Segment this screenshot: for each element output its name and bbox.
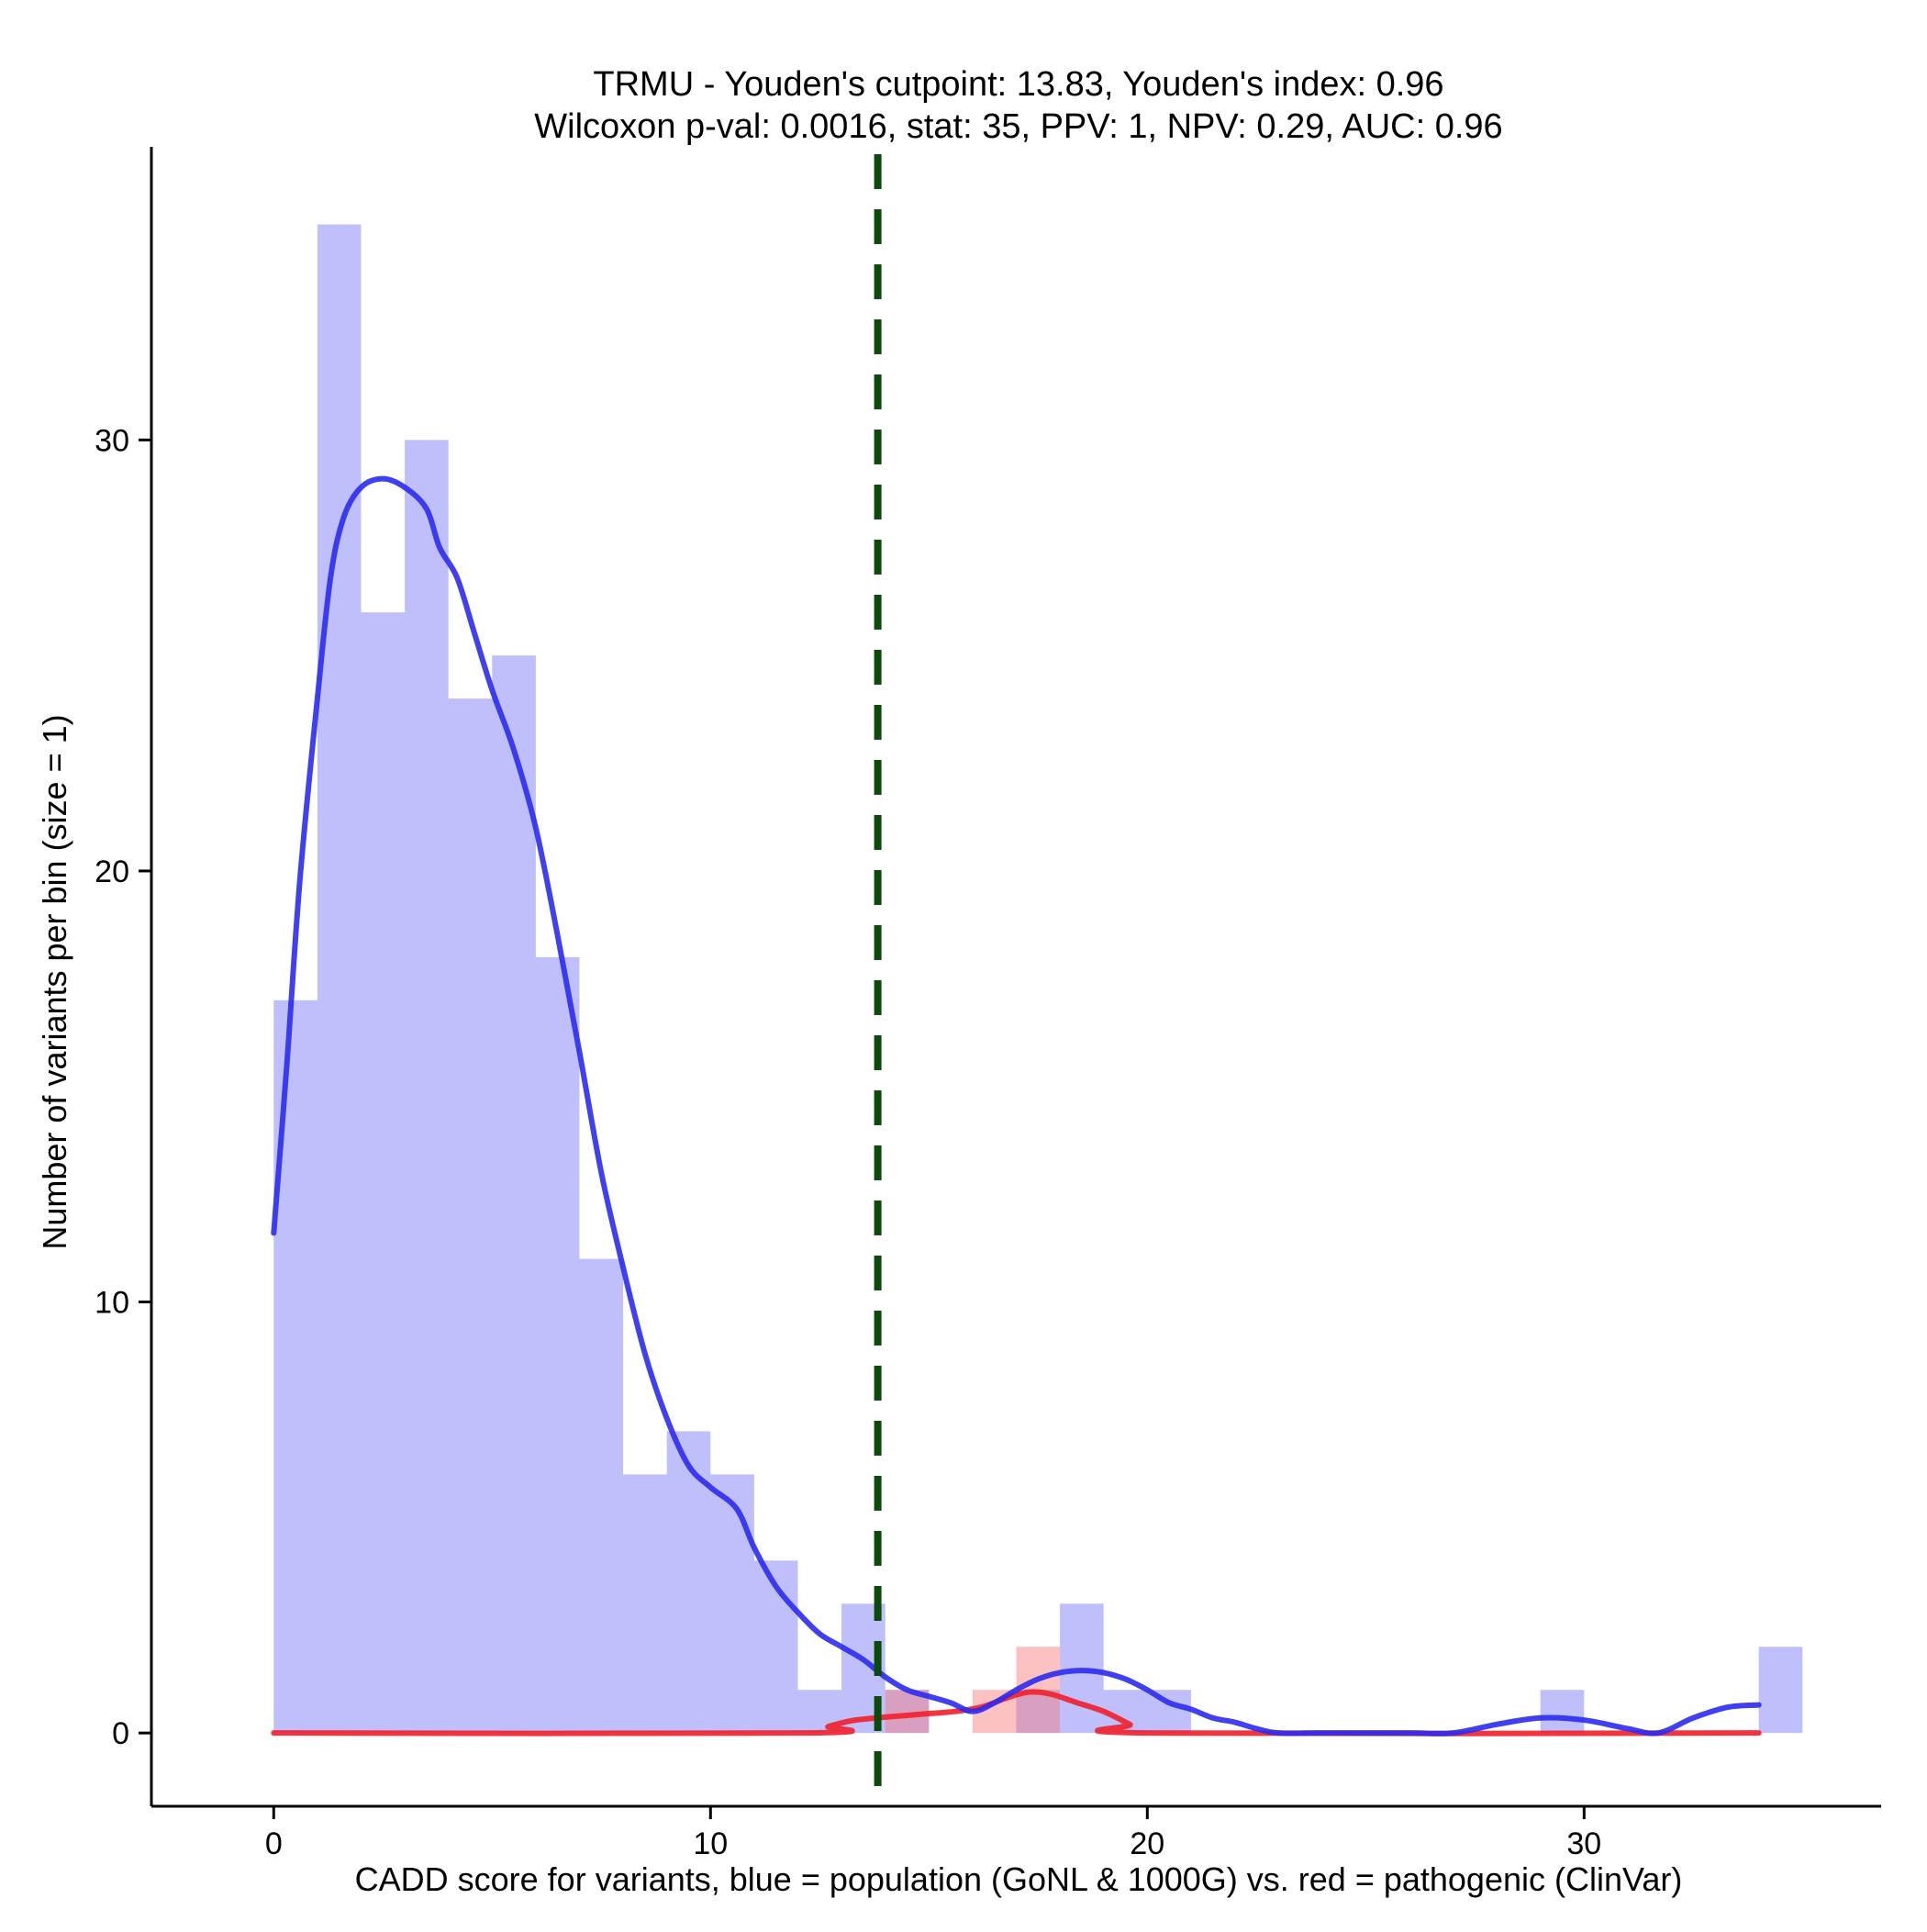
x-tick-label: 10: [693, 1826, 728, 1861]
x-axis-title: CADD score for variants, blue = populati…: [355, 1860, 1683, 1898]
population-bar: [1758, 1647, 1803, 1734]
axes: 0 10 20 30 0 10 20 30: [95, 147, 1881, 1861]
population-bar: [579, 1258, 624, 1734]
population-bar: [317, 224, 362, 1734]
y-tick-label: 30: [95, 423, 129, 458]
density-curves: [271, 475, 1762, 1737]
y-tick-label: 0: [112, 1716, 129, 1751]
x-axis-ticks: 0 10 20 30: [265, 1806, 1601, 1861]
population-bar: [666, 1431, 711, 1734]
y-axis-ticks: 0 10 20 30: [95, 423, 151, 1751]
chart-title-line-1: TRMU - Youden's cutpoint: 13.83, Youden'…: [593, 65, 1443, 104]
population-bar: [361, 612, 406, 1734]
x-tick-label: 20: [1130, 1826, 1164, 1861]
x-tick-label: 0: [265, 1826, 283, 1861]
population-bar: [710, 1474, 754, 1734]
y-tick-label: 10: [95, 1286, 129, 1321]
population-bar: [623, 1474, 667, 1734]
y-axis-title: Number of variants per bin (size = 1): [36, 714, 73, 1249]
chart-title-line-2: Wilcoxon p-val: 0.0016, stat: 35, PPV: 1…: [534, 107, 1502, 146]
x-tick-label: 30: [1566, 1826, 1601, 1861]
y-tick-label: 20: [95, 854, 129, 889]
population-bar: [405, 440, 449, 1734]
population-bar: [535, 956, 580, 1734]
histogram-bars: [273, 224, 1803, 1734]
population-bar: [492, 655, 536, 1734]
population-density-line: [271, 475, 1762, 1737]
population-bar: [1540, 1690, 1585, 1734]
population-bar: [273, 1000, 317, 1734]
population-bar: [448, 698, 493, 1734]
